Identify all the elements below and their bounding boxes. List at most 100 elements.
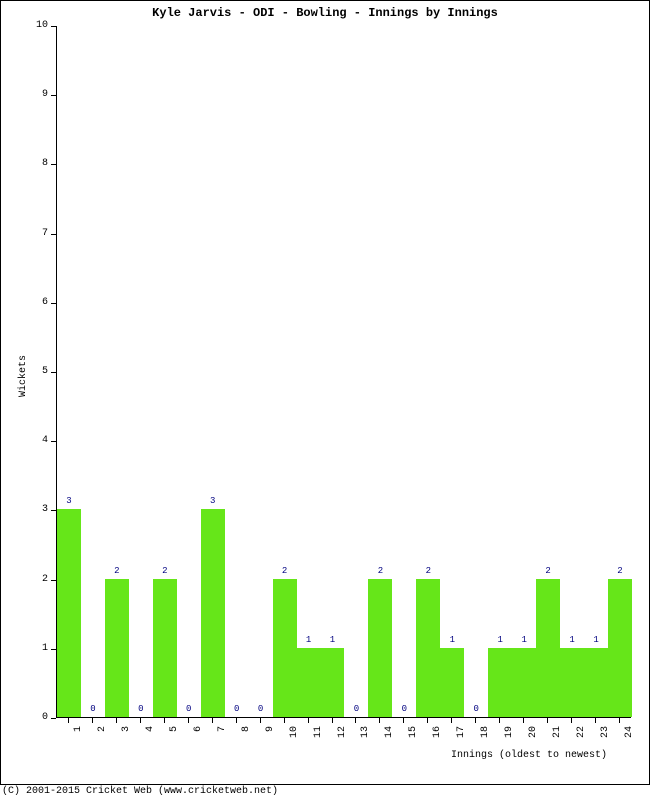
bar bbox=[608, 579, 632, 717]
x-tick-label: 9 bbox=[265, 726, 276, 756]
y-tick-mark bbox=[51, 649, 56, 650]
x-tick-mark bbox=[427, 718, 428, 723]
x-tick-mark bbox=[403, 718, 404, 723]
x-tick-label: 17 bbox=[456, 726, 467, 756]
chart-title: Kyle Jarvis - ODI - Bowling - Innings by… bbox=[0, 6, 650, 20]
y-tick-mark bbox=[51, 510, 56, 511]
x-tick-label: 13 bbox=[360, 726, 371, 756]
x-tick-label: 11 bbox=[313, 726, 324, 756]
x-tick-mark bbox=[260, 718, 261, 723]
bar bbox=[273, 579, 297, 717]
copyright-text: (C) 2001-2015 Cricket Web (www.cricketwe… bbox=[2, 786, 278, 797]
x-tick-mark bbox=[332, 718, 333, 723]
x-tick-mark bbox=[140, 718, 141, 723]
bar-value-label: 0 bbox=[249, 704, 273, 714]
x-tick-mark bbox=[547, 718, 548, 723]
y-tick-label: 1 bbox=[18, 643, 48, 654]
bar-value-label: 3 bbox=[57, 496, 81, 506]
bar bbox=[560, 648, 584, 717]
y-tick-label: 3 bbox=[18, 504, 48, 515]
bar bbox=[321, 648, 345, 717]
bar-value-label: 0 bbox=[81, 704, 105, 714]
x-tick-label: 24 bbox=[624, 726, 635, 756]
y-tick-label: 4 bbox=[18, 435, 48, 446]
x-tick-mark bbox=[116, 718, 117, 723]
bar bbox=[584, 648, 608, 717]
y-tick-mark bbox=[51, 580, 56, 581]
y-tick-label: 6 bbox=[18, 297, 48, 308]
x-tick-label: 2 bbox=[97, 726, 108, 756]
bar-value-label: 1 bbox=[560, 635, 584, 645]
bar-value-label: 2 bbox=[105, 566, 129, 576]
y-tick-label: 0 bbox=[18, 712, 48, 723]
x-tick-mark bbox=[595, 718, 596, 723]
x-tick-mark bbox=[308, 718, 309, 723]
x-tick-mark bbox=[92, 718, 93, 723]
x-tick-mark bbox=[212, 718, 213, 723]
bar bbox=[440, 648, 464, 717]
x-tick-label: 16 bbox=[432, 726, 443, 756]
x-tick-mark bbox=[188, 718, 189, 723]
y-tick-mark bbox=[51, 234, 56, 235]
bar bbox=[297, 648, 321, 717]
y-tick-label: 8 bbox=[18, 158, 48, 169]
y-tick-mark bbox=[51, 164, 56, 165]
bar-value-label: 2 bbox=[608, 566, 632, 576]
x-tick-mark bbox=[571, 718, 572, 723]
chart-container: Kyle Jarvis - ODI - Bowling - Innings by… bbox=[0, 0, 650, 800]
x-tick-label: 18 bbox=[480, 726, 491, 756]
bar-value-label: 3 bbox=[201, 496, 225, 506]
x-tick-mark bbox=[355, 718, 356, 723]
x-tick-label: 6 bbox=[193, 726, 204, 756]
x-tick-mark bbox=[499, 718, 500, 723]
y-tick-mark bbox=[51, 441, 56, 442]
x-tick-label: 3 bbox=[121, 726, 132, 756]
x-tick-label: 10 bbox=[289, 726, 300, 756]
x-tick-mark bbox=[164, 718, 165, 723]
bar-value-label: 1 bbox=[584, 635, 608, 645]
x-tick-label: 22 bbox=[576, 726, 587, 756]
bar bbox=[201, 509, 225, 717]
bar bbox=[512, 648, 536, 717]
y-tick-label: 9 bbox=[18, 89, 48, 100]
bar bbox=[536, 579, 560, 717]
y-tick-label: 7 bbox=[18, 228, 48, 239]
y-tick-label: 10 bbox=[18, 20, 48, 31]
y-tick-mark bbox=[51, 303, 56, 304]
x-tick-label: 5 bbox=[169, 726, 180, 756]
x-tick-label: 1 bbox=[73, 726, 84, 756]
bar bbox=[153, 579, 177, 717]
bar-value-label: 0 bbox=[345, 704, 369, 714]
x-tick-label: 21 bbox=[552, 726, 563, 756]
bar-value-label: 2 bbox=[273, 566, 297, 576]
x-tick-label: 20 bbox=[528, 726, 539, 756]
bar-value-label: 2 bbox=[536, 566, 560, 576]
bar-value-label: 1 bbox=[488, 635, 512, 645]
x-tick-label: 15 bbox=[408, 726, 419, 756]
y-tick-mark bbox=[51, 718, 56, 719]
bar bbox=[105, 579, 129, 717]
y-tick-mark bbox=[51, 372, 56, 373]
x-tick-mark bbox=[451, 718, 452, 723]
x-tick-mark bbox=[619, 718, 620, 723]
x-tick-mark bbox=[236, 718, 237, 723]
bar-value-label: 1 bbox=[321, 635, 345, 645]
x-tick-mark bbox=[284, 718, 285, 723]
bar-value-label: 1 bbox=[297, 635, 321, 645]
bar-value-label: 0 bbox=[464, 704, 488, 714]
x-tick-label: 12 bbox=[337, 726, 348, 756]
y-tick-mark bbox=[51, 95, 56, 96]
x-tick-mark bbox=[68, 718, 69, 723]
bar-value-label: 0 bbox=[177, 704, 201, 714]
plot-area: 302020300211020210112112 bbox=[56, 26, 631, 718]
x-tick-label: 23 bbox=[600, 726, 611, 756]
bar-value-label: 0 bbox=[225, 704, 249, 714]
x-tick-mark bbox=[379, 718, 380, 723]
bar-value-label: 1 bbox=[440, 635, 464, 645]
bar-value-label: 0 bbox=[129, 704, 153, 714]
bar-value-label: 1 bbox=[512, 635, 536, 645]
bar-value-label: 2 bbox=[368, 566, 392, 576]
y-tick-label: 5 bbox=[18, 366, 48, 377]
bar-value-label: 2 bbox=[153, 566, 177, 576]
bar bbox=[488, 648, 512, 717]
